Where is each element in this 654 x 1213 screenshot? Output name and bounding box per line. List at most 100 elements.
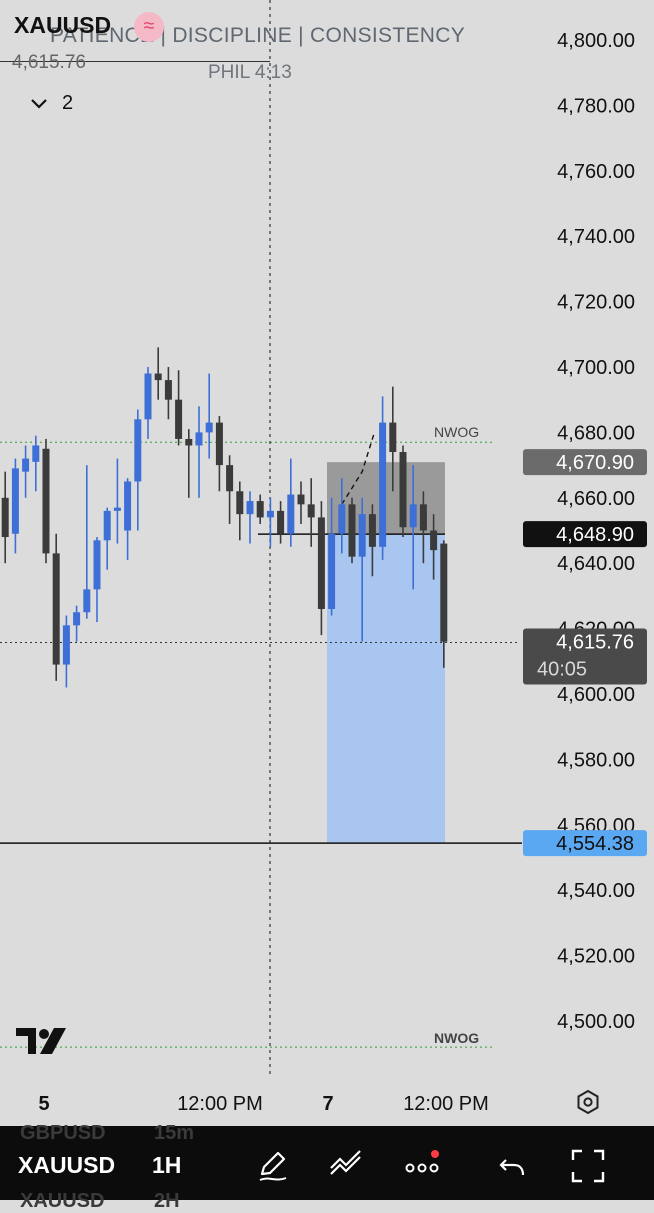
nwog-top-label: NWOG — [434, 424, 479, 440]
candle-body — [154, 373, 162, 381]
candle-body — [419, 504, 427, 531]
ghost-symbol-bottom: XAUUSD — [20, 1190, 105, 1212]
last-price-readout: 4,615.76 — [12, 52, 86, 73]
candle — [266, 497, 274, 547]
candle-body — [297, 494, 305, 505]
candle-body — [236, 491, 244, 515]
price-tick-label: 4,720.00 — [557, 292, 635, 314]
candle-body — [328, 533, 336, 609]
candle — [419, 491, 427, 564]
candle — [124, 478, 132, 560]
drawing-tools-icon[interactable] — [328, 1148, 364, 1184]
candle — [113, 458, 121, 544]
candle — [307, 478, 315, 547]
time-tick-label: 5 — [38, 1093, 49, 1115]
indicators-toggle[interactable]: 2 — [30, 92, 73, 115]
time-tick-label: 7 — [322, 1093, 333, 1115]
candle — [379, 396, 387, 560]
candle-body — [134, 419, 142, 482]
projection-path — [341, 432, 376, 505]
candle-body — [205, 422, 213, 433]
candle — [1, 471, 9, 564]
tradingview-logo-icon — [16, 1028, 66, 1054]
candle — [317, 501, 325, 636]
candle — [399, 445, 407, 538]
fullscreen-icon[interactable] — [570, 1148, 606, 1184]
candle-body — [379, 422, 387, 547]
candle-body — [399, 452, 407, 528]
countdown-label: 40:05 — [537, 658, 587, 680]
indicator-wave-icon[interactable]: ≈ — [134, 12, 164, 42]
candle — [215, 416, 223, 492]
candle-body — [62, 625, 70, 665]
candle — [164, 367, 172, 420]
candle-body — [307, 504, 315, 518]
watermark-text: PATIENCE | DISCIPLINE | CONSISTENCY — [50, 24, 466, 47]
candle — [175, 370, 183, 446]
candle-body — [124, 481, 132, 531]
price-label: 4,670.90 — [523, 449, 647, 476]
candle-body — [103, 510, 111, 541]
candle-body — [185, 438, 193, 446]
toolbar-symbol-button[interactable]: XAUUSD — [18, 1152, 116, 1178]
price-tick-label: 4,640.00 — [557, 553, 635, 575]
price-tick-label: 4,760.00 — [557, 161, 635, 183]
candle-body — [195, 432, 203, 446]
candle-body — [144, 373, 152, 420]
chart-settings-icon[interactable] — [574, 1088, 602, 1116]
candle-body — [164, 380, 172, 400]
candle-body — [246, 501, 254, 515]
chart-symbol[interactable]: XAUUSD — [14, 12, 112, 38]
candle — [277, 501, 285, 544]
candle — [134, 409, 142, 531]
candle — [358, 497, 366, 642]
candle — [154, 347, 162, 400]
time-axis[interactable]: 5 12:00 PM 7 12:00 PM — [38, 1093, 488, 1115]
candle-body — [42, 448, 50, 554]
undo-icon[interactable] — [498, 1148, 528, 1184]
candle-body — [317, 517, 325, 609]
candle-body — [389, 422, 397, 453]
price-label-text: 4,670.90 — [556, 452, 634, 474]
candle-body — [93, 540, 101, 590]
candle — [185, 429, 193, 498]
candle — [93, 537, 101, 623]
ghost-symbol-top: GBPUSD — [20, 1122, 106, 1144]
price-tick-label: 4,700.00 — [557, 357, 635, 379]
candle — [226, 455, 234, 524]
price-tick-label: 4,520.00 — [557, 946, 635, 968]
candle-body — [358, 514, 366, 557]
candle — [430, 514, 438, 580]
candle-body — [266, 510, 274, 518]
candle — [73, 605, 81, 642]
price-tick-label: 4,500.00 — [557, 1011, 635, 1033]
price-label-text: 4,615.76 — [556, 631, 634, 653]
price-tick-label: 4,600.00 — [557, 684, 635, 706]
target-zone[interactable] — [327, 534, 445, 844]
price-tick-label: 4,660.00 — [557, 488, 635, 510]
candle-body — [256, 501, 264, 518]
toolbar-timeframe-button[interactable]: 1H — [152, 1152, 182, 1178]
price-tick-label: 4,780.00 — [557, 95, 635, 117]
time-tick-label: 12:00 PM — [403, 1093, 489, 1115]
pencil-icon[interactable] — [256, 1148, 290, 1184]
candle-body — [73, 612, 81, 626]
chevron-down-icon — [31, 98, 47, 109]
indicator-count: 2 — [62, 92, 74, 114]
price-label-text: 4,554.38 — [556, 833, 634, 855]
candle-body — [11, 468, 19, 534]
price-labels: 4,670.90 4,648.90 4,615.76 40:05 4,554.38 — [523, 449, 647, 857]
price-tick-label: 4,540.00 — [557, 880, 635, 902]
last-price-line — [0, 61, 270, 62]
price-label-bg — [523, 521, 647, 548]
candle — [368, 504, 376, 577]
candle-body — [113, 507, 121, 511]
price-tick-label: 4,580.00 — [557, 749, 635, 771]
price-label-text: 4,648.90 — [556, 524, 634, 546]
more-dots-icon[interactable] — [404, 1148, 444, 1184]
price-tick-label: 4,740.00 — [557, 226, 635, 248]
candle — [236, 481, 244, 541]
candle — [246, 491, 254, 544]
candle-body — [440, 543, 448, 642]
